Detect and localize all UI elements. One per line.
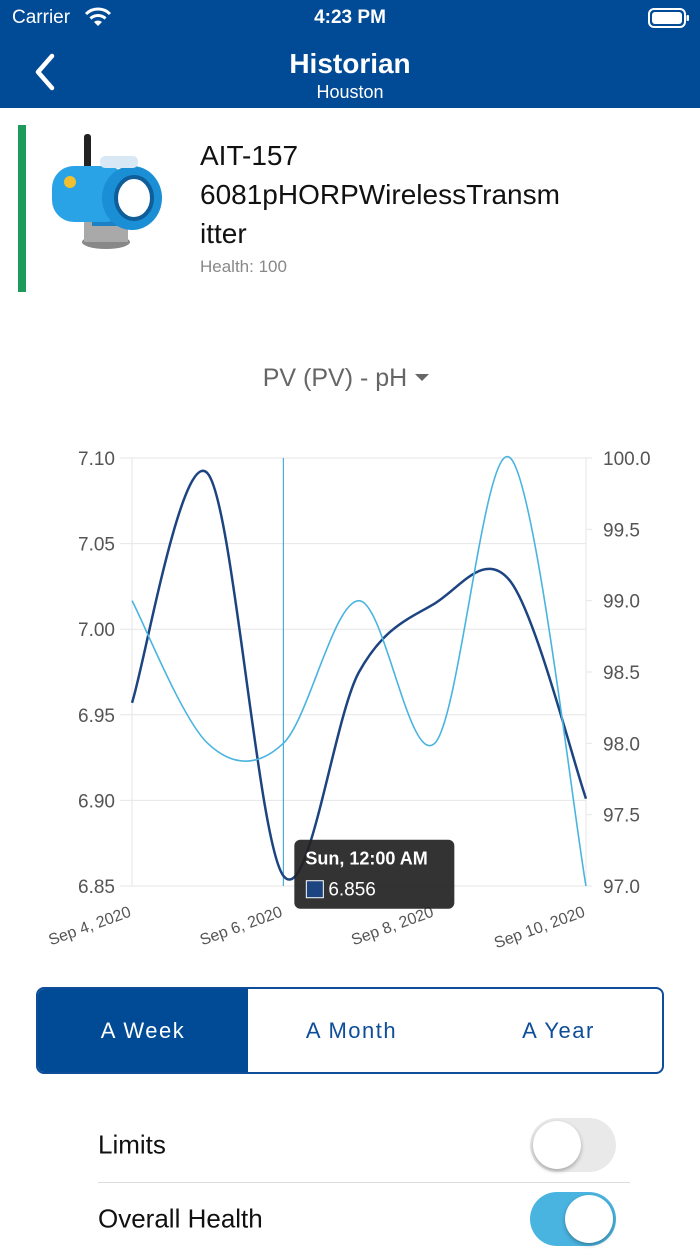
range-tab[interactable]: A Week (38, 989, 248, 1072)
selector-label[interactable]: PV (PV) - pH (262, 364, 408, 392)
x-tick-label: Sep 4, 2020 (46, 904, 133, 950)
clock: 4:23 PM (314, 7, 386, 28)
tooltip-swatch (305, 880, 324, 899)
tooltip: Sun, 12:00 AM 6.856 (294, 839, 455, 909)
toggle-knob (565, 1195, 613, 1243)
back-button[interactable] (30, 52, 60, 92)
status-stripe (18, 125, 26, 292)
y-tick-label: 7.00 (78, 620, 115, 641)
toggle-row: Limits (98, 1108, 630, 1182)
chart: 6.85 6.90 6.95 7.00 7.05 7.10 97.0 97.5 98.0 98.5… (46, 449, 651, 953)
carrier: Carrier (12, 7, 71, 28)
range-tab[interactable]: A Month (305, 1017, 398, 1043)
nav-subtitle: Houston (316, 82, 384, 102)
x-tick-label: Sep 10, 2020 (492, 904, 587, 953)
device-name: AIT-157 6081pHORPWirelessTransmitter (200, 140, 560, 249)
device-icon (52, 134, 162, 249)
dropdown-caret[interactable] (407, 371, 437, 387)
toggle-switch[interactable] (530, 1192, 616, 1246)
y-tick-label: 7.05 (78, 535, 115, 556)
separator (98, 1182, 630, 1183)
line-series (130, 469, 588, 881)
toggle-switch[interactable] (530, 1118, 616, 1172)
y-tick-label: 6.95 (78, 706, 115, 727)
y-tick-label: 6.90 (78, 791, 115, 812)
y2-tick-label: 97.0 (603, 877, 640, 898)
variable-selector[interactable]: PV (PV) - pH (0, 364, 700, 393)
tooltip-title: Sun, 12:00 AM (305, 849, 427, 869)
toggle-row: Overall Health (98, 1182, 630, 1256)
device-health: Health: 100 (200, 257, 287, 276)
y2-tick-label: 97.5 (603, 806, 640, 827)
y-tick-label: 6.85 (78, 877, 115, 898)
toggle-label: Limits (98, 1129, 166, 1160)
range-tab[interactable]: A Year (522, 1017, 595, 1043)
y-tick-label: 7.10 (78, 449, 115, 470)
tooltip-box (294, 839, 455, 909)
y2-tick-label: 99.0 (603, 592, 640, 613)
line-series (131, 455, 587, 887)
nav-title: Historian (289, 48, 411, 79)
y2-tick-label: 98.0 (603, 734, 640, 755)
toggle-label: Overall Health (98, 1203, 263, 1234)
range-tabs: A Week A Month A Year (36, 987, 664, 1074)
y2-tick-label: 99.5 (603, 520, 640, 541)
x-tick-label: Sep 8, 2020 (349, 904, 436, 950)
tooltip-value: 6.856 (328, 880, 376, 901)
wifi-icon (84, 7, 112, 26)
x-tick-label: Sep 6, 2020 (198, 904, 285, 950)
nav-bar (0, 0, 700, 108)
y2-tick-label: 98.5 (603, 663, 640, 684)
battery-icon (648, 8, 689, 28)
y2-tick-label: 100.0 (603, 449, 651, 470)
toggle-knob (533, 1121, 581, 1169)
